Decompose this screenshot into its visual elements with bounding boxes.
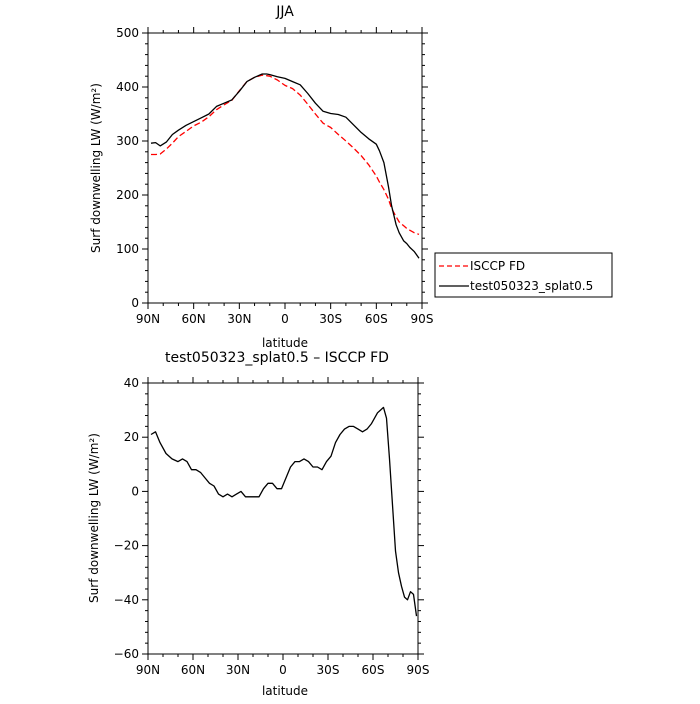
chart-bottom-y-axis-label: Surf downwelling LW (W/m²) [87, 433, 101, 603]
chart-top-plot-frame [147, 32, 423, 304]
chart-top-x-tick-labels: 90N 60N 30N 0 30S 60S 90S [136, 312, 434, 326]
chart-top-xtick-label: 90N [136, 312, 160, 326]
chart-bottom-x-tick-labels: 90N 60N 30N 0 30S 60S 90S [136, 663, 430, 677]
chart-top-ytick-label: 400 [116, 80, 139, 94]
chart-bottom-y-tick-labels: −60 −40 −20 0 20 40 [114, 376, 139, 661]
chart-top-title: JJA [275, 4, 294, 20]
chart-top-xtick-label: 90S [411, 312, 434, 326]
chart-top-ytick-label: 0 [131, 296, 139, 310]
chart-bottom-xtick-label: 90N [136, 663, 160, 677]
chart-bottom-x-axis-label: latitude [262, 684, 308, 698]
chart-bottom-xtick-label: 90S [407, 663, 430, 677]
chart-top-ytick-label: 300 [116, 134, 139, 148]
chart-top-xtick-label: 0 [281, 312, 289, 326]
chart-bottom: test050323_splat0.5 – ISCCP FD −60 −40 −20… [87, 350, 429, 698]
chart-bottom-title: test050323_splat0.5 – ISCCP FD [165, 350, 389, 366]
chart-bottom-ytick-label: 40 [124, 376, 139, 390]
chart-bottom-ytick-label: −20 [114, 539, 139, 553]
chart-top-xtick-label: 60N [182, 312, 206, 326]
chart-bottom-xtick-label: 60S [362, 663, 385, 677]
chart-top-y-axis-label: Surf downwelling LW (W/m²) [89, 83, 103, 253]
chart-bottom-xtick-label: 30S [317, 663, 340, 677]
chart-bottom-xtick-label: 0 [279, 663, 287, 677]
chart-top-x-axis-label: latitude [262, 336, 308, 350]
chart-bottom-xtick-label: 30N [226, 663, 250, 677]
legend-label-test: test050323_splat0.5 [470, 279, 593, 293]
chart-bottom-xtick-label: 60N [181, 663, 205, 677]
chart-bottom-ticks [142, 377, 424, 660]
chart-bottom-series [150, 406, 418, 617]
chart-top-ytick-label: 100 [116, 242, 139, 256]
chart-top-xtick-label: 60S [365, 312, 388, 326]
chart-bottom-ytick-label: 20 [124, 430, 139, 444]
chart-top-xtick-label: 30N [227, 312, 251, 326]
chart-top-series-isccp-fd-line [151, 74, 420, 236]
chart-top-y-tick-labels: 0 100 200 300 400 500 [116, 26, 139, 310]
chart-top-series-test050323-splat0-5-line [150, 73, 420, 259]
legend-box [434, 252, 613, 298]
chart-top-xtick-label: 30S [319, 312, 342, 326]
legend: ISCCP FD test050323_splat0.5 [434, 252, 613, 298]
chart-top-ytick-label: 500 [116, 26, 139, 40]
chart-top: JJA 0 100 200 300 400 500 90N 60N 30N 0 30S 60S 90S… [89, 4, 433, 350]
chart-top-ytick-label: 200 [116, 188, 139, 202]
chart-top-series [150, 73, 420, 259]
chart-bottom-ytick-label: −60 [114, 647, 139, 661]
chart-top-ticks [142, 27, 428, 309]
chart-bottom-plot-frame [147, 382, 419, 655]
chart-bottom-ytick-label: −40 [114, 593, 139, 607]
chart-bottom-series-difference-line [150, 406, 418, 617]
chart-bottom-ytick-label: 0 [131, 484, 139, 498]
legend-label-isccp-fd: ISCCP FD [470, 259, 525, 273]
